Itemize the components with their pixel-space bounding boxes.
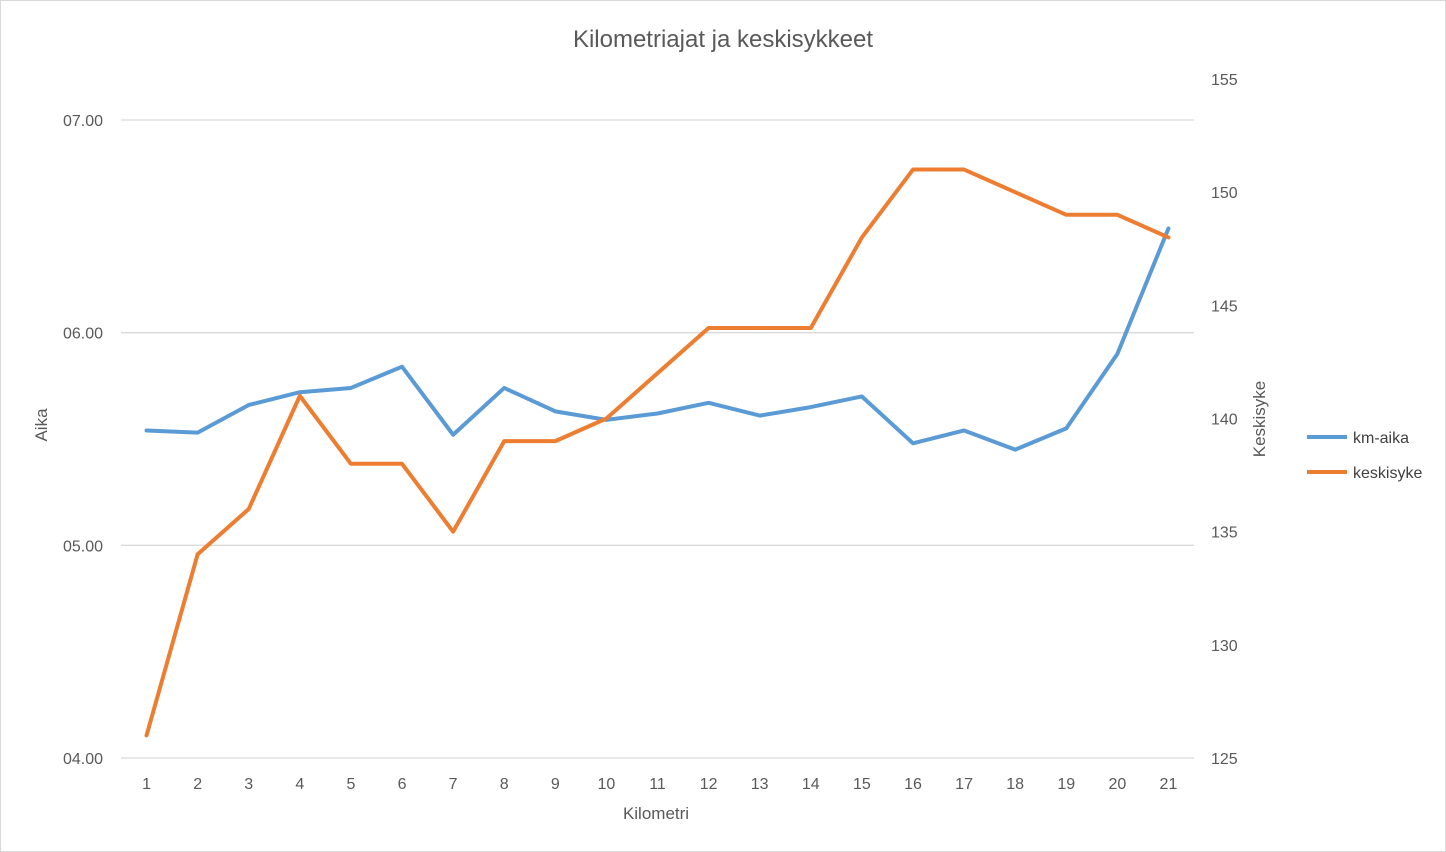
x-tick-label: 15 — [853, 776, 871, 793]
x-tick-label: 8 — [500, 776, 509, 793]
data-point-keskisyke — [962, 168, 966, 172]
y2-tick-label: 155 — [1211, 72, 1238, 89]
x-tick-label: 9 — [551, 776, 560, 793]
x-tick-label: 16 — [904, 776, 922, 793]
series-lines — [144, 167, 1171, 738]
data-point-keskisyke — [553, 439, 557, 443]
gridlines — [121, 119, 1194, 759]
data-point-keskisyke — [860, 235, 864, 239]
data-point-km-aika — [451, 433, 455, 437]
data-point-keskisyke — [1115, 213, 1119, 217]
data-point-km-aika — [656, 411, 659, 415]
x-tick-label: 19 — [1057, 776, 1075, 793]
data-point-keskisyke — [1013, 190, 1017, 194]
x-tick-label: 10 — [598, 776, 616, 793]
data-point-keskisyke — [349, 462, 353, 466]
data-point-keskisyke — [298, 394, 302, 398]
y2-tick-label: 140 — [1211, 412, 1238, 429]
data-point-keskisyke — [451, 530, 455, 534]
series-line-keskisyke — [144, 167, 1171, 738]
data-point-keskisyke — [911, 168, 915, 172]
data-point-keskisyke — [145, 733, 149, 737]
data-point-keskisyke — [196, 552, 200, 556]
x-tick-label: 17 — [955, 776, 973, 793]
x-tick-label: 4 — [295, 776, 304, 793]
x-axis-title: Kilometri — [623, 804, 689, 823]
data-point-keskisyke — [604, 417, 608, 420]
data-point-km-aika — [400, 365, 404, 369]
legend-label: keskisyke — [1353, 465, 1422, 482]
data-point-km-aika — [911, 441, 915, 445]
data-point-km-aika — [298, 390, 302, 394]
x-tick-label: 12 — [700, 776, 718, 793]
data-point-km-aika — [247, 403, 251, 407]
x-tick-label: 1 — [142, 776, 151, 793]
data-point-keskisyke — [1064, 213, 1068, 217]
data-point-keskisyke — [400, 462, 404, 466]
x-tick-label: 3 — [244, 776, 253, 793]
x-tick-label: 6 — [398, 776, 407, 793]
data-point-km-aika — [196, 431, 200, 435]
data-point-km-aika — [145, 428, 149, 432]
y-tick-label: 04.00 — [63, 751, 103, 768]
chart-title: Kilometriajat ja keskisykkeet — [573, 26, 873, 53]
data-point-keskisyke — [809, 326, 813, 330]
x-tick-label: 18 — [1006, 776, 1024, 793]
data-point-km-aika — [553, 409, 557, 413]
y-axis-title: Aika — [32, 408, 51, 442]
y2-tick-label: 130 — [1211, 638, 1238, 655]
legend: km-aika keskisyke — [1307, 430, 1422, 482]
x-tick-label: 7 — [449, 776, 458, 793]
x-tick-label: 13 — [751, 776, 769, 793]
x-tick-label: 2 — [193, 776, 202, 793]
x-tick-label: 21 — [1160, 776, 1178, 793]
data-point-km-aika — [1013, 448, 1017, 452]
data-point-km-aika — [349, 386, 353, 390]
right-axis-ticks: 125 130 135 140 145 150 155 — [1211, 72, 1238, 768]
data-point-km-aika — [1064, 426, 1068, 430]
data-point-keskisyke — [656, 371, 659, 375]
y2-tick-label: 125 — [1211, 751, 1238, 768]
y-tick-label: 07.00 — [63, 113, 103, 130]
series-line-km-aika — [144, 226, 1171, 452]
data-point-keskisyke — [758, 326, 762, 330]
y2-tick-label: 145 — [1211, 298, 1238, 315]
data-point-km-aika — [962, 428, 966, 432]
x-tick-label: 14 — [802, 776, 820, 793]
data-point-km-aika — [502, 386, 506, 390]
data-point-keskisyke — [707, 326, 711, 330]
data-point-km-aika — [1115, 352, 1119, 356]
y2-tick-label: 150 — [1211, 185, 1238, 202]
x-tick-label: 20 — [1108, 776, 1126, 793]
left-axis-ticks: 04.00 05.00 06.00 07.00 — [63, 113, 103, 768]
data-point-km-aika — [758, 414, 762, 418]
data-point-km-aika — [707, 401, 711, 405]
data-point-km-aika — [860, 394, 864, 398]
y2-tick-label: 135 — [1211, 525, 1238, 542]
data-point-km-aika — [1166, 226, 1170, 230]
y-tick-label: 05.00 — [63, 538, 103, 555]
x-tick-label: 5 — [346, 776, 355, 793]
data-point-keskisyke — [247, 507, 251, 511]
data-point-keskisyke — [502, 439, 506, 443]
legend-label: km-aika — [1353, 430, 1409, 447]
data-point-keskisyke — [1166, 235, 1170, 239]
x-axis-ticks: 1 2 3 4 5 6 7 8 9 10 11 12 13 14 15 16 17 18 19 20 21 — [142, 776, 1177, 793]
x-tick-label: 11 — [649, 776, 666, 793]
data-point-km-aika — [809, 405, 813, 409]
y-tick-label: 06.00 — [63, 326, 103, 343]
y2-axis-title: Keskisyke — [1250, 381, 1269, 458]
